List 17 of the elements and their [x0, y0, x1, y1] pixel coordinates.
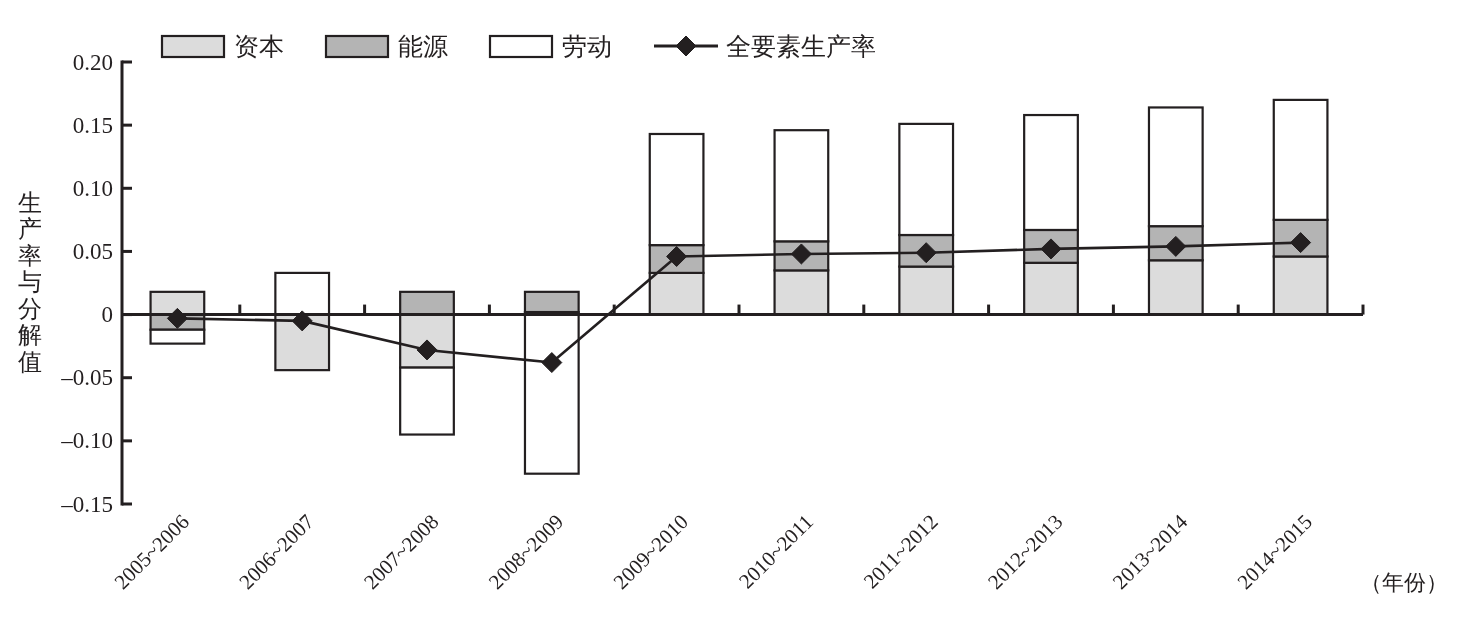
y-tick-label: 0.05 — [72, 238, 113, 264]
x-axis-title: （年份） — [1360, 569, 1448, 595]
legend-label: 全要素生产率 — [726, 32, 876, 60]
y-tick-label: –0.15 — [60, 491, 113, 517]
point — [291, 310, 313, 332]
y-axis-title: 生产率与分解值 — [18, 189, 42, 375]
y-tick-label: –0.10 — [60, 428, 113, 454]
point — [166, 307, 188, 329]
legend-label: 劳动 — [562, 32, 612, 60]
y-tick-label: 0.20 — [72, 49, 113, 75]
y-tick-label: –0.05 — [60, 365, 113, 391]
point — [541, 352, 563, 374]
y-tick-label: 0.15 — [72, 112, 113, 138]
legend-label: 资本 — [234, 32, 284, 60]
legend-label: 能源 — [398, 32, 448, 60]
y-tick-label: 0 — [101, 302, 113, 328]
y-tick-label: 0.10 — [72, 175, 113, 201]
